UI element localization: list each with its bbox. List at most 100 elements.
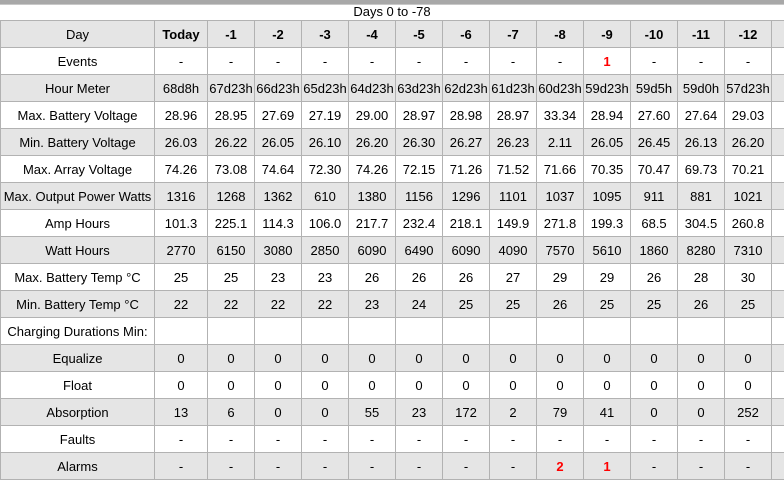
cutoff-column-cell	[771, 182, 784, 210]
cell: 911	[630, 182, 678, 210]
cell: 2	[536, 452, 584, 480]
cell: 29.03	[724, 101, 772, 129]
cell: 1316	[154, 182, 208, 210]
cell: 26.03	[154, 128, 208, 156]
cell: 1021	[724, 182, 772, 210]
cell: 6	[207, 398, 255, 426]
cell	[489, 317, 537, 345]
cell: 29	[536, 263, 584, 291]
cell: 28.97	[395, 101, 443, 129]
cell: 1268	[207, 182, 255, 210]
cell: -	[442, 47, 490, 75]
cutoff-column-cell	[771, 425, 784, 453]
cell: 68.5	[630, 209, 678, 237]
table-row: Max. Battery Voltage 28.96 28.95 27.69 27.19…	[0, 101, 784, 129]
cell: 28.98	[442, 101, 490, 129]
cell: -	[536, 47, 584, 75]
table-row: Equalize 0 0 0 0 0 0 0 0 0 0 0 0 0	[0, 344, 784, 372]
table-row: Absorption 13 6 0 0 55 23 172 2 79 41 0 0 252	[0, 398, 784, 426]
cell: -	[301, 425, 349, 453]
cell: 23	[395, 398, 443, 426]
cell: 26.45	[630, 128, 678, 156]
cell: 2770	[154, 236, 208, 264]
cell: 74.64	[254, 155, 302, 183]
cell: 62d23h	[442, 74, 490, 102]
top-border-bar	[0, 0, 784, 5]
cell: 2.11	[536, 128, 584, 156]
cell: 881	[677, 182, 725, 210]
cell: 25	[583, 290, 631, 318]
row-label: Min. Battery Temp °C	[0, 290, 155, 318]
cell: -	[254, 425, 302, 453]
cell: 0	[724, 371, 772, 399]
cell: 28.97	[489, 101, 537, 129]
cell: 0	[301, 398, 349, 426]
cell: 1101	[489, 182, 537, 210]
cell: 0	[154, 344, 208, 372]
cell: -	[154, 425, 208, 453]
cell: 68d8h	[154, 74, 208, 102]
cell: 610	[301, 182, 349, 210]
cell: 22	[254, 290, 302, 318]
column-header: -3	[301, 20, 349, 48]
table-row: Amp Hours 101.3 225.1 114.3 106.0 217.7 232.4 2…	[0, 209, 784, 237]
cell: 26	[395, 263, 443, 291]
cell: 73.08	[207, 155, 255, 183]
cell: 25	[489, 290, 537, 318]
cell: 23	[301, 263, 349, 291]
column-header: -7	[489, 20, 537, 48]
cell: 260.8	[724, 209, 772, 237]
cutoff-column-cell	[771, 74, 784, 102]
cell: 59d5h	[630, 74, 678, 102]
cell: -	[348, 425, 396, 453]
cell: 27.69	[254, 101, 302, 129]
cell: 29.00	[348, 101, 396, 129]
cell: -	[154, 47, 208, 75]
cell: 26	[442, 263, 490, 291]
cell: 26.05	[254, 128, 302, 156]
row-label: Watt Hours	[0, 236, 155, 264]
cell	[583, 317, 631, 345]
cell: 3080	[254, 236, 302, 264]
row-label: Max. Battery Voltage	[0, 101, 155, 129]
cell: -	[442, 452, 490, 480]
cell: 0	[536, 371, 584, 399]
cell: 0	[630, 398, 678, 426]
cell: 0	[254, 398, 302, 426]
cell: 65d23h	[301, 74, 349, 102]
cell	[301, 317, 349, 345]
cell: 22	[301, 290, 349, 318]
cell: 252	[724, 398, 772, 426]
cell: 26.13	[677, 128, 725, 156]
cell: 26.10	[301, 128, 349, 156]
cell: -	[724, 452, 772, 480]
cell: 72.30	[301, 155, 349, 183]
cell: 70.21	[724, 155, 772, 183]
cell	[677, 317, 725, 345]
column-header: -12	[724, 20, 772, 48]
cell	[154, 317, 208, 345]
table-row: Max. Battery Temp °C 25 25 23 23 26 26 26 27 29 29…	[0, 263, 784, 291]
cell: 61d23h	[489, 74, 537, 102]
cell	[395, 317, 443, 345]
cell: 199.3	[583, 209, 631, 237]
cell: 271.8	[536, 209, 584, 237]
cell: -	[677, 47, 725, 75]
cell: 0	[489, 371, 537, 399]
row-label: Faults	[0, 425, 155, 453]
cell: 63d23h	[395, 74, 443, 102]
column-header: -2	[254, 20, 302, 48]
table-row: Events - - - - - - - - -1- - -	[0, 47, 784, 75]
cell: 25	[154, 263, 208, 291]
cell: 0	[583, 344, 631, 372]
cell: 72.15	[395, 155, 443, 183]
cell: 27.19	[301, 101, 349, 129]
row-label: Max. Battery Temp °C	[0, 263, 155, 291]
cell: 0	[677, 344, 725, 372]
cell: -	[395, 47, 443, 75]
cutoff-column-cell	[771, 47, 784, 75]
data-table: Day Today -1 -2 -3 -4 -5 -6 -7 -8 -9 -10 -11 -12 Even…	[0, 20, 784, 480]
row-label: Charging Durations Min:	[0, 317, 155, 345]
cell: -	[395, 425, 443, 453]
cell: -	[254, 47, 302, 75]
